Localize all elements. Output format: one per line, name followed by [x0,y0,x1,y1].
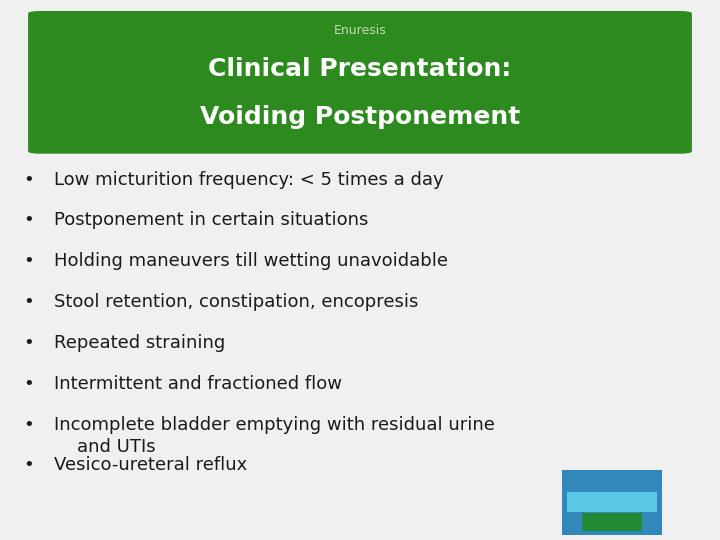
Bar [567,492,657,512]
Text: •: • [24,171,34,188]
Text: Intermittent and fractioned flow: Intermittent and fractioned flow [54,375,342,393]
Text: Voiding Postponement: Voiding Postponement [200,105,520,129]
Text: •: • [24,293,34,311]
Text: Low micturition frequency: < 5 times a day: Low micturition frequency: < 5 times a d… [54,171,444,188]
Text: Vesico-ureteral reflux: Vesico-ureteral reflux [54,456,247,475]
Text: •: • [24,416,34,434]
Text: •: • [24,334,34,352]
Text: Repeated straining: Repeated straining [54,334,225,352]
Text: •: • [24,456,34,475]
Text: Clinical Presentation:: Clinical Presentation: [208,57,512,80]
Text: Postponement in certain situations: Postponement in certain situations [54,212,369,230]
Text: Holding maneuvers till wetting unavoidable: Holding maneuvers till wetting unavoidab… [54,252,448,271]
Text: Incomplete bladder emptying with residual urine
    and UTIs: Incomplete bladder emptying with residua… [54,416,495,456]
Text: •: • [24,375,34,393]
Text: •: • [24,212,34,230]
Text: Stool retention, constipation, encopresis: Stool retention, constipation, encopresi… [54,293,418,311]
Bar [582,513,642,531]
Text: Enuresis: Enuresis [333,24,387,37]
FancyBboxPatch shape [28,11,692,154]
Text: •: • [24,252,34,271]
